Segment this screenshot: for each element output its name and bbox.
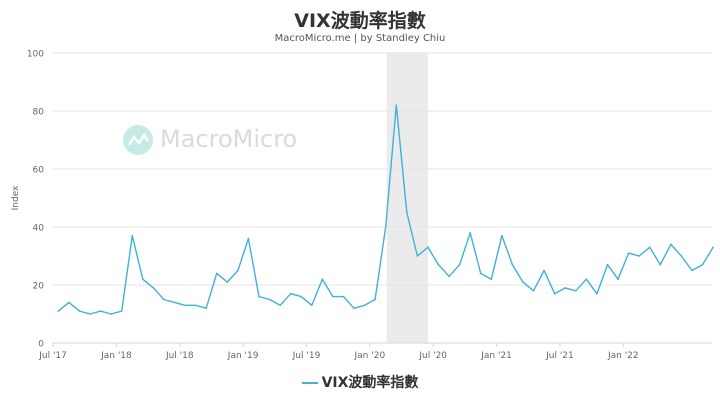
y-tick-label: 60 xyxy=(33,166,45,176)
data-point xyxy=(163,298,165,301)
y-tick-label: 40 xyxy=(33,224,45,234)
data-point xyxy=(659,263,662,266)
data-point xyxy=(173,301,176,304)
data-point xyxy=(617,278,619,281)
x-tick-label: Jul '19 xyxy=(292,351,321,361)
data-point xyxy=(205,307,207,310)
data-point xyxy=(300,295,303,298)
data-point xyxy=(543,269,545,272)
data-point xyxy=(532,290,535,292)
data-point xyxy=(553,292,556,295)
data-point xyxy=(258,295,260,298)
shaded-band xyxy=(386,53,428,343)
data-point xyxy=(89,313,91,315)
data-point xyxy=(670,243,672,246)
data-point xyxy=(310,304,313,307)
data-point xyxy=(78,310,81,312)
data-point xyxy=(321,278,324,281)
y-tick-label: 80 xyxy=(33,108,45,118)
series-line-0 xyxy=(57,104,714,315)
data-point xyxy=(574,290,577,292)
data-point xyxy=(110,313,112,315)
legend[interactable]: VIX波動率指數 xyxy=(0,372,720,392)
data-point xyxy=(585,278,588,281)
y-tick-label: 20 xyxy=(33,282,45,292)
data-point xyxy=(152,287,155,289)
y-tick-label: 0 xyxy=(38,340,44,350)
watermark-text: MacroMicro xyxy=(160,125,298,153)
data-point xyxy=(142,278,144,281)
data-point xyxy=(247,237,250,240)
y-axis-label: Index xyxy=(11,185,21,210)
data-point xyxy=(627,252,630,254)
data-point xyxy=(374,298,376,301)
legend-swatch xyxy=(301,382,318,384)
data-point xyxy=(448,275,450,278)
data-point xyxy=(332,295,334,298)
data-point xyxy=(120,310,123,312)
chart-title: VIX波動率指數 xyxy=(294,10,426,32)
x-tick-label: Jul '17 xyxy=(38,351,67,361)
macromicro-logo-icon xyxy=(123,125,153,155)
legend-label: VIX波動率指數 xyxy=(321,375,419,391)
data-point xyxy=(384,226,387,228)
data-point xyxy=(68,301,70,304)
data-point xyxy=(522,281,524,283)
x-tick-label: Jan '22 xyxy=(607,351,639,361)
data-point xyxy=(215,272,218,275)
x-tick-label: Jan '19 xyxy=(227,351,259,361)
data-point xyxy=(395,104,398,106)
x-tick-label: Jul '20 xyxy=(418,351,447,361)
data-point xyxy=(406,211,408,214)
data-point xyxy=(606,263,609,266)
data-point xyxy=(363,304,366,307)
data-point xyxy=(458,263,461,266)
data-point xyxy=(226,281,229,283)
data-point xyxy=(268,298,271,301)
data-point xyxy=(712,246,714,249)
y-tick-label: 100 xyxy=(27,50,44,60)
data-point xyxy=(490,278,493,281)
data-point xyxy=(194,304,197,307)
x-tick-label: Jan '20 xyxy=(354,351,386,361)
data-point xyxy=(342,295,345,298)
x-tick-label: Jul '21 xyxy=(545,351,574,361)
data-point xyxy=(511,263,514,266)
x-tick-label: Jul '18 xyxy=(165,351,194,361)
data-point xyxy=(691,269,693,272)
data-point xyxy=(289,292,292,295)
data-point xyxy=(648,246,651,249)
data-point xyxy=(184,304,186,307)
data-point xyxy=(701,263,704,266)
chart-subtitle: MacroMicro.me | by Standley Chiu xyxy=(274,33,446,44)
data-point xyxy=(479,272,482,275)
data-point xyxy=(638,255,640,257)
x-tick-label: Jan '18 xyxy=(100,351,132,361)
data-point xyxy=(564,287,567,289)
data-point xyxy=(57,310,60,312)
data-point xyxy=(469,232,471,234)
data-point xyxy=(99,310,102,312)
data-point xyxy=(353,307,355,310)
data-point xyxy=(437,263,440,266)
data-point xyxy=(680,255,683,257)
data-point xyxy=(427,246,429,249)
data-point xyxy=(501,234,503,237)
data-point xyxy=(131,234,134,237)
data-point xyxy=(416,255,419,257)
data-point xyxy=(279,304,281,307)
data-point xyxy=(237,269,239,272)
x-tick-label: Jan '21 xyxy=(480,351,512,361)
data-point xyxy=(596,292,598,295)
